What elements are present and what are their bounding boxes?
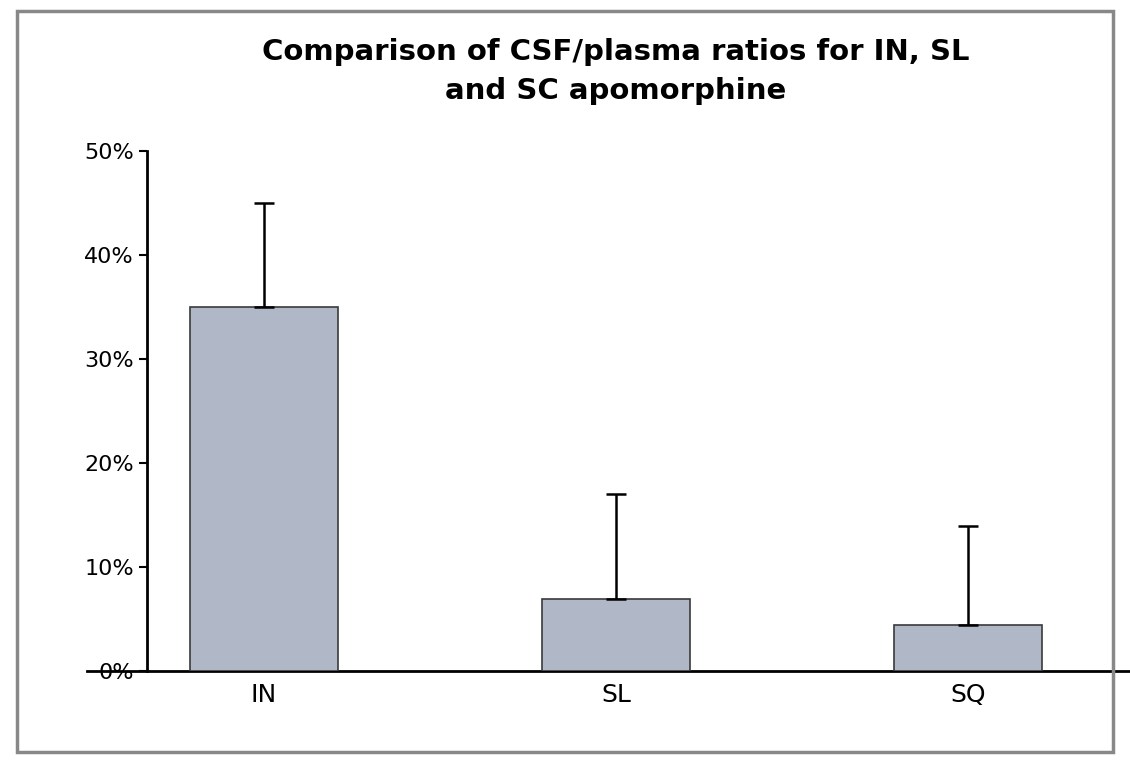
Title: Comparison of CSF/plasma ratios for IN, SL
and SC apomorphine: Comparison of CSF/plasma ratios for IN, … xyxy=(262,38,970,105)
Bar xyxy=(542,598,689,671)
Bar xyxy=(894,625,1042,671)
Bar xyxy=(190,307,338,671)
